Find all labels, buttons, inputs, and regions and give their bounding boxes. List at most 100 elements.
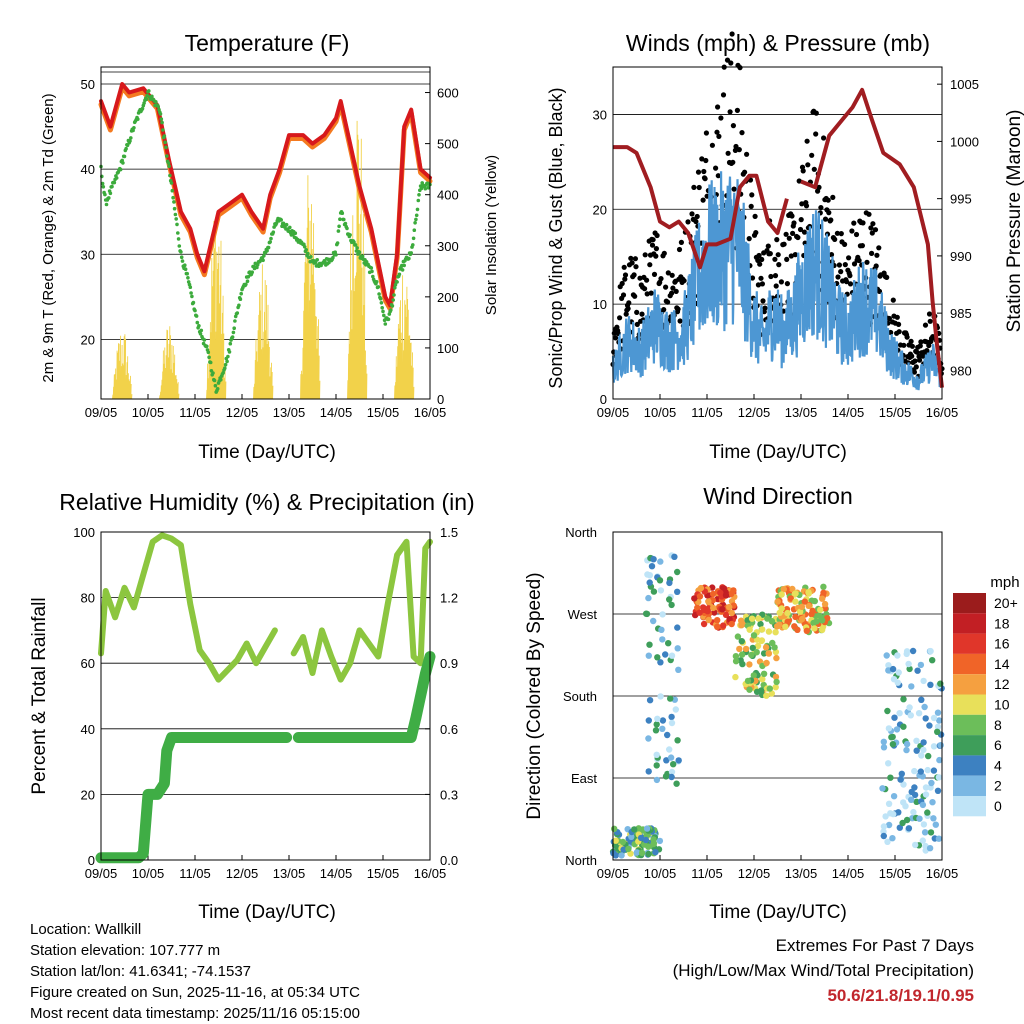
direction-point <box>653 776 661 784</box>
direction-point <box>813 618 820 625</box>
direction-point <box>720 585 728 592</box>
direction-point <box>674 588 681 595</box>
dewpoint-point <box>132 126 136 130</box>
direction-point <box>642 836 650 844</box>
dewpoint-point <box>302 245 307 249</box>
gust-point <box>869 250 875 256</box>
gust-point <box>884 274 890 280</box>
gust-point <box>621 264 627 270</box>
temperature-ylabel: 2m & 9m T (Red, Orange) & 2m Td (Green) <box>40 93 57 382</box>
direction-point <box>930 714 938 722</box>
dewpoint-point <box>371 274 375 279</box>
direction-point <box>668 652 676 659</box>
dewpoint-point <box>331 255 335 260</box>
direction-point <box>928 779 935 787</box>
direction-point <box>726 603 733 611</box>
gust-point <box>701 168 707 175</box>
gust-point <box>715 104 721 110</box>
gust-point <box>734 107 741 113</box>
precipitation-line <box>95 651 436 864</box>
direction-point <box>887 774 894 781</box>
gust-point <box>773 283 779 289</box>
direction-point <box>657 587 665 594</box>
y2-tick-label: 980 <box>950 363 972 378</box>
solar-insolation-spike <box>393 275 415 400</box>
direction-point <box>895 669 902 676</box>
direction-point <box>657 693 664 700</box>
gust-point <box>864 259 870 265</box>
direction-point <box>646 641 653 648</box>
y2-tick-label: 0 <box>437 392 444 407</box>
direction-point <box>927 829 935 836</box>
gust-point <box>811 166 817 172</box>
gust-point <box>732 147 739 153</box>
y-tick-label: 20 <box>81 332 95 347</box>
gust-point <box>746 236 752 242</box>
dewpoint-point <box>336 229 341 233</box>
colorbar-label: 14 <box>994 656 1010 672</box>
direction-point <box>763 692 770 699</box>
dewpoint-point <box>161 128 165 132</box>
direction-point <box>653 762 660 769</box>
colorbar-swatch <box>953 674 986 695</box>
direction-point <box>705 616 712 624</box>
y-tick-label: 30 <box>81 247 95 262</box>
dewpoint-point <box>411 243 415 247</box>
dewpoint-point <box>110 184 114 189</box>
direction-point <box>776 621 783 628</box>
x-tick-label: 12/05 <box>738 405 771 420</box>
direction-point <box>905 660 912 668</box>
humidity-ylabel: Percent & Total Rainfall <box>29 597 50 794</box>
extremes-subtitle: (High/Low/Max Wind/Total Precipitation) <box>672 961 974 980</box>
dewpoint-point <box>164 145 168 150</box>
gust-point <box>744 151 750 157</box>
direction-point <box>654 654 661 661</box>
gust-point <box>730 159 736 165</box>
direction-point <box>667 754 675 761</box>
dewpoint-point <box>154 100 158 104</box>
direction-point <box>656 577 664 584</box>
dewpoint-point <box>197 324 201 328</box>
direction-point <box>666 746 673 753</box>
gust-point <box>870 221 876 227</box>
colorbar-label: 12 <box>994 676 1010 692</box>
gust-point <box>788 253 794 259</box>
direction-point <box>780 586 787 593</box>
direction-point <box>766 685 773 692</box>
direction-point <box>787 595 794 602</box>
gust-point <box>809 152 815 158</box>
x-tick-label: 15/05 <box>879 866 912 881</box>
dewpoint-point <box>419 186 424 191</box>
dewpoint-point <box>417 193 421 197</box>
direction-point <box>765 628 773 635</box>
direction-point <box>633 849 641 856</box>
direction-point <box>665 640 672 647</box>
gust-point <box>911 369 918 375</box>
gust-point <box>699 156 705 162</box>
dewpoint-point <box>174 217 178 221</box>
direction-point <box>818 617 826 624</box>
gust-point <box>613 335 619 341</box>
dewpoint-point <box>382 313 386 318</box>
direction-point <box>760 670 768 677</box>
direction-point <box>670 761 677 768</box>
recent-timestamp: Most recent data timestamp: 2025/11/16 0… <box>30 1005 360 1022</box>
gust-point <box>834 230 841 236</box>
dewpoint-point <box>188 285 193 290</box>
gust-point <box>695 169 702 175</box>
direction-point <box>646 579 653 586</box>
direction-point <box>769 639 776 647</box>
gust-point <box>860 220 866 226</box>
x-tick-label: 14/05 <box>320 405 353 420</box>
direction-point <box>772 673 780 681</box>
direction-point <box>798 603 806 610</box>
direction-point <box>659 717 667 724</box>
x-tick-label: 13/05 <box>273 405 306 420</box>
colorbar-swatch <box>953 796 986 817</box>
x-tick-label: 10/05 <box>132 866 165 881</box>
gust-point <box>661 307 667 313</box>
direction-point <box>643 825 651 832</box>
direction-point <box>773 654 780 662</box>
gust-point <box>634 321 640 327</box>
